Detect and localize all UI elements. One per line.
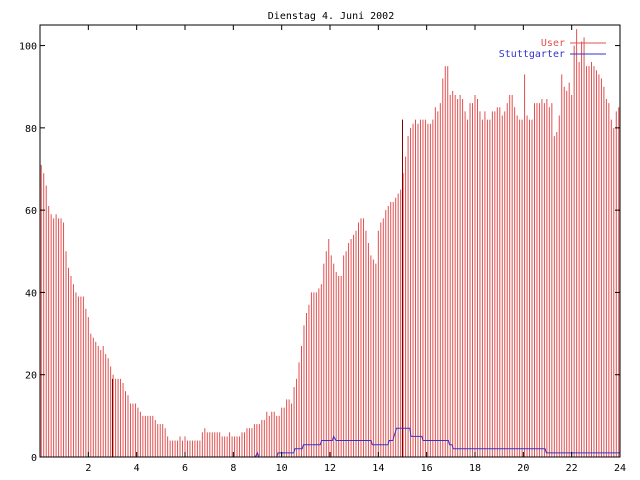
- x-tick-label: 10: [276, 463, 288, 474]
- y-tick-label: 80: [25, 124, 37, 135]
- x-tick-label: 4: [134, 463, 140, 474]
- x-tick-label: 16: [421, 463, 433, 474]
- x-tick-label: 18: [469, 463, 481, 474]
- y-tick-label: 40: [25, 288, 37, 299]
- y-tick-label: 60: [25, 206, 37, 217]
- x-tick-label: 14: [372, 463, 384, 474]
- chart-title: Dienstag 4. Juni 2002: [268, 11, 394, 22]
- y-tick-label: 100: [19, 42, 37, 53]
- x-tick-label: 2: [85, 463, 91, 474]
- stuttgarter-line: [40, 427, 620, 458]
- legend-label: Stuttgarter: [499, 49, 565, 60]
- stuttgarter-line-group: [40, 427, 620, 458]
- y-axis: 0 20 40 60 80 100: [19, 42, 620, 464]
- x-tick-label: 22: [566, 463, 578, 474]
- y-tick-label: 0: [31, 453, 37, 464]
- legend-label: User: [541, 38, 565, 49]
- x-tick-label: 6: [182, 463, 188, 474]
- x-tick-label: 8: [230, 463, 236, 474]
- x-axis: 2 4 6 8 10 12 14 16 18 20 22 24: [85, 25, 626, 474]
- x-tick-label: 12: [324, 463, 336, 474]
- user-bars: [40, 29, 620, 457]
- x-tick-label: 24: [614, 463, 626, 474]
- x-tick-label: 20: [517, 463, 529, 474]
- y-tick-label: 20: [25, 371, 37, 382]
